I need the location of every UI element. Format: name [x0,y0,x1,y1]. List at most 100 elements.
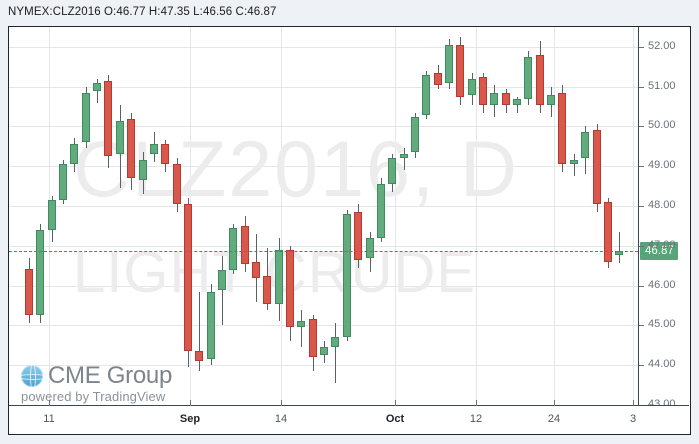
price-axis-tick [639,126,644,128]
candle-body [48,200,56,230]
candle-wick [517,96,518,113]
candle-body [354,212,362,260]
time-axis-tick [190,400,191,406]
candle-body [547,94,555,105]
candle-body [263,275,271,304]
candle-body [297,321,305,328]
price-axis-label: 51.00 [648,79,676,92]
gridline-horizontal [9,245,638,247]
candle-body [388,158,396,185]
price-axis-label: 44.00 [648,358,676,371]
candle-body [468,78,476,95]
globe-icon [21,365,43,387]
gridline-horizontal [9,86,638,88]
quote-ohlc-text: NYMEX:CLZ2016 O:46.77 H:47.35 L:46.56 C:… [8,6,277,18]
candle-body [195,351,203,362]
chart-frame: CLZ2016, D LIGHT CRUDE CME Group powered… [8,26,691,435]
gridline-horizontal [9,325,638,327]
candle-body [104,80,112,157]
gridline-vertical [395,27,396,405]
candle-body [513,98,521,105]
candle-body [411,116,419,153]
gridline-horizontal [9,285,638,287]
quote-bar: NYMEX:CLZ2016 O:46.77 H:47.35 L:46.56 C:… [0,0,699,24]
gridline-horizontal [9,166,638,168]
candle-body [377,184,385,238]
price-axis-tick [639,166,644,168]
candle-body [139,160,147,181]
candle-body [173,164,181,205]
price-axis-tick [639,365,644,367]
candle-body [252,261,260,278]
time-axis-tick [49,400,50,406]
candle-body [479,76,487,105]
price-axis-tick [639,325,644,327]
time-axis-label: Oct [385,413,405,425]
candle-body [400,154,408,159]
time-axis-label: 11 [43,413,55,425]
candle-body [604,202,612,262]
last-price-line [9,251,638,252]
price-axis-tick [639,86,644,88]
candle-body [229,227,237,270]
price-axis-label: 48.00 [648,199,676,212]
cme-group-label: CME Group [48,362,173,389]
candle-body [570,160,578,165]
candle-wick [619,231,620,264]
powered-by-tradingview-label: powered by TradingView [21,389,166,404]
price-axis-label: 47.00 [648,238,676,251]
time-axis-label: 12 [469,413,483,425]
candle-body [286,249,294,328]
candle-wick [199,291,200,372]
candle-body [309,319,317,358]
time-axis-label: 3 [629,413,637,425]
time-axis-tick [281,400,282,406]
gridline-vertical [281,27,282,405]
price-axis-tick [639,285,644,287]
candle-body [558,92,566,165]
candle-body [490,92,498,105]
gridline-vertical [633,27,634,405]
candle-body [524,56,532,99]
price-axis-label: 50.00 [648,119,676,132]
last-price-tag: 46.87 [640,242,678,260]
gridline-vertical [554,27,555,405]
candle-body [331,337,339,348]
time-axis-label: 24 [547,413,561,425]
candle-body [422,74,430,115]
gridline-vertical [476,27,477,405]
price-axis-label: 52.00 [648,39,676,52]
candle-wick [404,148,405,171]
candle-wick [222,255,223,326]
candle-body [593,130,601,205]
price-axis-label: 46.00 [648,278,676,291]
chart-plot-area[interactable]: CLZ2016, D LIGHT CRUDE CME Group powered… [9,27,638,405]
candle-body [445,44,453,83]
price-axis-label: 49.00 [648,159,676,172]
candle-body [434,72,442,85]
candle-wick [301,309,302,348]
candle-body [366,237,374,258]
gridline-horizontal [9,206,638,208]
gridline-horizontal [9,46,638,48]
price-axis-tick [639,46,644,48]
candle-body [536,54,544,105]
price-axis[interactable]: 46.87 52.00 51.00 50.00 49.00 48.00 47.00 46.0… [638,27,689,410]
candle-body [581,132,589,159]
time-axis-tick [633,400,634,406]
candle-body [36,229,44,316]
candle-body [320,347,328,356]
price-axis-tick [639,245,644,247]
cme-group-branding: CME Group powered by TradingView [21,364,172,404]
time-axis[interactable]: 11 Sep 14 Oct 12 24 3 [9,400,689,433]
gridline-horizontal [9,365,638,367]
time-axis-tick [395,400,396,406]
candle-body [161,144,169,165]
candle-body [59,164,67,201]
candle-body [218,269,226,290]
gridline-horizontal [9,126,638,128]
time-axis-label: 14 [274,413,288,425]
candle-body [116,120,124,155]
time-axis-tick [476,400,477,406]
